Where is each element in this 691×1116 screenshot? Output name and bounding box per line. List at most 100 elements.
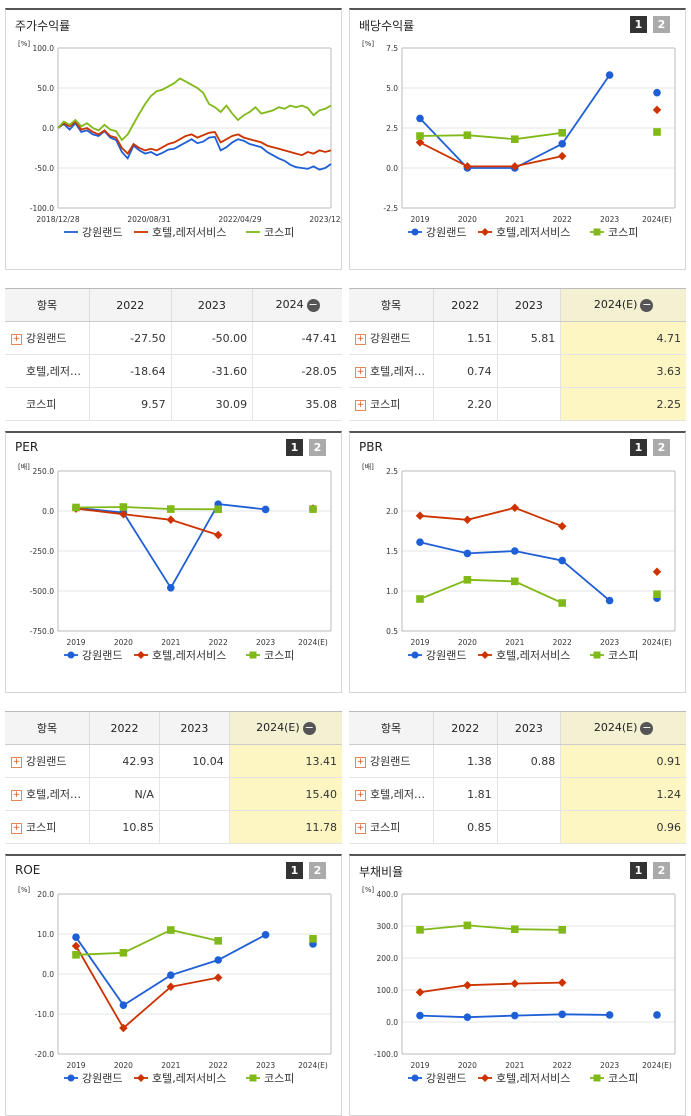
collapse-icon[interactable]: −	[640, 297, 654, 312]
data-point	[119, 503, 128, 511]
row-label-cell: + 코스피	[349, 810, 434, 844]
value-cell: 9.57	[89, 387, 172, 421]
x-tick-label: 2024(E)	[642, 1061, 672, 1070]
data-point	[214, 956, 222, 964]
data-point	[119, 1001, 128, 1009]
data-point	[558, 599, 566, 607]
page-1-button[interactable]: 1	[630, 439, 647, 456]
column-header-label: 2024	[275, 298, 304, 312]
page-1-button[interactable]: 1	[630, 862, 647, 879]
series-line	[419, 924, 563, 931]
data-point	[463, 162, 472, 171]
column-header-label: 2024(E)	[593, 721, 638, 735]
column-header-label: 2023	[197, 298, 226, 312]
page-2-button[interactable]: 2	[653, 439, 670, 456]
table-header-row: 항목 2022 2023 2024(E) −	[349, 711, 686, 745]
value-cell: 0.96	[560, 810, 686, 844]
page-2-button[interactable]: 2	[653, 862, 670, 879]
data-point	[558, 1010, 566, 1019]
data-point	[72, 951, 80, 959]
legend-item: 호텔,레저서비스	[478, 226, 570, 239]
row-label-cell: + 강원랜드	[5, 744, 90, 778]
x-tick-label: 2019	[66, 1061, 85, 1070]
y-tick-label: 0.0	[42, 970, 54, 979]
page-2-button[interactable]: 2	[653, 16, 670, 33]
row-label: 호텔,레저…	[26, 788, 81, 801]
data-point	[653, 128, 661, 136]
table-row: + 호텔,레저… N/A 15.40	[5, 777, 342, 811]
row-label-cell: + 코스피	[5, 810, 90, 844]
y-tick-label: 300.0	[377, 922, 399, 931]
legend-label: 코스피	[608, 1072, 638, 1085]
column-header: 항목	[5, 288, 90, 322]
data-point	[416, 926, 424, 934]
expand-plus-icon[interactable]: +	[355, 822, 366, 834]
legend-label: 호텔,레저서비스	[496, 649, 570, 662]
legend-label: 코스피	[608, 226, 638, 239]
unit-label: [%]	[362, 886, 374, 894]
per-chart: [배] 250.0 0.0 -250.0 -500.0 -750.0 2019 2020 202…	[18, 462, 332, 662]
page-2-button[interactable]: 2	[309, 439, 326, 456]
expand-plus-icon[interactable]: +	[11, 333, 22, 345]
page-1-button[interactable]: 1	[286, 862, 303, 879]
collapse-icon[interactable]: −	[640, 720, 654, 735]
expand-plus-icon[interactable]: +	[355, 333, 366, 345]
page-1-button[interactable]: 1	[630, 16, 647, 33]
data-point	[309, 935, 317, 943]
row-label-cell: + 강원랜드	[349, 744, 434, 778]
expand-plus-icon[interactable]: +	[355, 399, 366, 411]
stock-return-chart: [%] 100.0 50.0 0.0 -50.0 -100.0 2018/12/28 2020…	[18, 40, 341, 239]
collapse-icon[interactable]: −	[306, 297, 320, 312]
y-tick-label: 0.0	[386, 164, 398, 173]
y-tick-label: 0.0	[42, 124, 54, 133]
expand-plus-icon[interactable]: +	[11, 822, 22, 834]
legend-label: 호텔,레저서비스	[152, 1072, 226, 1085]
data-point	[605, 71, 614, 79]
expand-plus-icon[interactable]: +	[355, 756, 366, 768]
value-cell: -50.00	[170, 321, 253, 355]
data-point	[463, 549, 472, 558]
value-cell	[496, 387, 561, 421]
legend-label: 코스피	[264, 226, 294, 239]
page-1-button[interactable]: 1	[286, 439, 303, 456]
value-cell: 10.85	[89, 810, 160, 844]
expand-plus-icon[interactable]: +	[11, 756, 22, 768]
row-label: 강원랜드	[26, 332, 67, 345]
y-tick-label: -20.0	[35, 1050, 55, 1059]
row-label: 강원랜드	[26, 755, 67, 768]
value-cell: 30.09	[170, 387, 253, 421]
data-point	[166, 982, 176, 992]
legend-marker	[137, 651, 145, 659]
legend-label: 호텔,레저서비스	[152, 649, 226, 662]
table-row: + 호텔,레저… 1.81 1.24	[349, 777, 686, 811]
expand-plus-icon[interactable]: +	[355, 789, 366, 801]
column-header: 2024(E) −	[560, 288, 686, 322]
legend-marker	[411, 228, 419, 236]
legend-item: 코스피	[590, 226, 638, 239]
expand-plus-icon[interactable]: +	[11, 789, 22, 801]
column-header-label: 항목	[380, 722, 402, 735]
legend-item: 코스피	[246, 226, 294, 239]
legend-label: 강원랜드	[82, 649, 122, 662]
collapse-icon[interactable]: −	[302, 720, 316, 735]
series-line	[419, 578, 563, 604]
data-point	[653, 590, 661, 598]
series-line	[419, 506, 563, 528]
legend-marker	[411, 1074, 419, 1082]
unit-label: [%]	[18, 40, 30, 48]
expand-plus-icon[interactable]: +	[355, 366, 366, 378]
legend-label: 강원랜드	[426, 226, 466, 239]
x-tick-label: 2024(E)	[298, 1061, 328, 1070]
y-tick-label: 0.0	[42, 507, 54, 516]
column-header: 2023	[496, 711, 561, 745]
x-tick-label: 2023	[600, 1061, 619, 1070]
data-point	[167, 584, 175, 592]
y-tick-label: 100.0	[377, 986, 399, 995]
data-point	[653, 1011, 661, 1019]
legend-item: 코스피	[246, 649, 294, 662]
column-header: 2023	[170, 288, 253, 322]
legend-marker	[593, 1074, 601, 1082]
value-cell: 15.40	[228, 777, 342, 811]
page-2-button[interactable]: 2	[309, 862, 326, 879]
unit-label: [%]	[362, 40, 374, 48]
